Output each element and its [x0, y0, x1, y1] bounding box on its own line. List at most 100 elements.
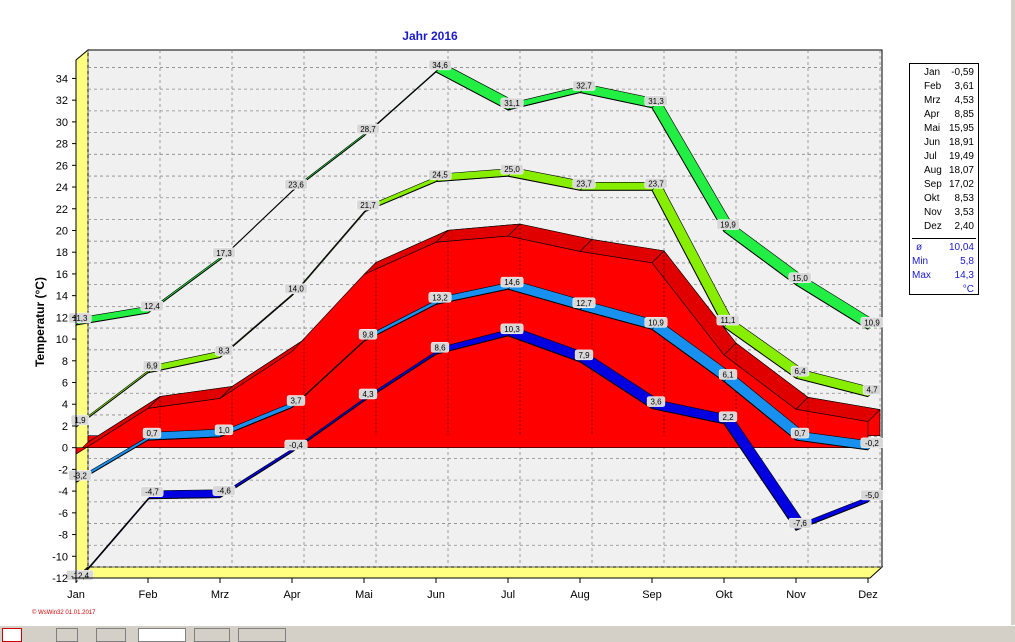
legend-month-value: 17,02	[948, 179, 974, 190]
data-label-box	[140, 300, 164, 312]
data-label-box	[572, 297, 596, 309]
data-label-box	[284, 283, 308, 294]
x-tick-label: Feb	[139, 589, 158, 601]
legend-month-label: Jan	[924, 67, 941, 78]
data-label: 8,6	[430, 342, 450, 353]
y-tick-label: 0	[62, 443, 68, 455]
data-label-text: 10,9	[648, 318, 664, 327]
legend-min-row: Min 5,8	[910, 255, 978, 269]
y-tick-label: 20	[56, 225, 68, 237]
y-tick-label: -2	[58, 464, 68, 476]
axes: -12-10-8-6-4-202468101214161820222426283…	[52, 60, 878, 601]
data-label-text: 0,7	[794, 429, 806, 438]
data-label-text: 4,7	[866, 386, 878, 395]
x-tick-label: Mrz	[211, 589, 229, 601]
data-label-text: 6,1	[722, 370, 734, 379]
legend-mean-row: ø 10,04	[910, 241, 978, 255]
data-label-box	[860, 437, 884, 449]
taskbar-weather-button[interactable]	[138, 628, 186, 642]
legend-month-value: 8,53	[954, 193, 974, 204]
data-labels: 11,3 12,4 17,3 23,6 28,7 34,6 31,1 32,7 31,3 19,9…	[66, 59, 884, 581]
data-label-text: 28,7	[360, 125, 376, 134]
legend-month-row: Jul 19,49	[910, 150, 978, 164]
taskbar-chart-button[interactable]	[238, 628, 286, 642]
data-label-text: 8,3	[218, 347, 230, 356]
data-label-text: -4,6	[217, 487, 231, 496]
data-label: 31,3	[644, 95, 668, 107]
legend-month-value: 19,49	[948, 151, 974, 162]
data-label-box	[430, 342, 450, 353]
legend-month-label: Mrz	[924, 95, 941, 106]
y-tick-label: 12	[56, 312, 68, 324]
taskbar-grid-button[interactable]	[56, 628, 78, 642]
data-label-text: -0,2	[865, 439, 879, 448]
data-label: -4,7	[140, 486, 164, 497]
data-label-text: 0,7	[146, 429, 158, 438]
y-tick-label: -6	[58, 508, 68, 520]
data-label: 15,0	[788, 272, 812, 284]
data-label-text: 23,6	[288, 180, 304, 189]
taskbar	[0, 625, 1015, 642]
legend-month-row: Nov 3,53	[910, 206, 978, 220]
legend-month-value: 15,95	[948, 123, 974, 134]
legend-divider	[912, 238, 976, 239]
series-line	[75, 175, 869, 428]
data-label: -0,4	[284, 439, 308, 451]
data-label: -5,0	[860, 489, 884, 501]
data-label: 34,6	[428, 59, 452, 71]
data-label-text: -3,2	[73, 471, 87, 480]
data-label-box	[788, 272, 812, 284]
x-tick-label: Dez	[858, 589, 878, 601]
data-label-text: 34,6	[432, 61, 448, 70]
legend-month-value: 18,91	[948, 137, 974, 148]
floor	[74, 566, 884, 579]
data-label-text: -7,6	[793, 519, 807, 528]
x-tick-label: Jan	[67, 589, 85, 601]
legend-unit: °C	[962, 284, 974, 295]
data-label: 6,4	[790, 365, 810, 377]
x-tick-label: Apr	[283, 589, 300, 601]
data-label: 6,9	[142, 360, 162, 371]
x-tick-label: Jul	[501, 589, 515, 601]
legend-month-label: Feb	[924, 81, 942, 92]
legend-month-row: Aug 18,07	[910, 164, 978, 178]
y-tick-label: 18	[56, 247, 68, 259]
data-label: -0,2	[860, 437, 884, 449]
legend-month-value: 18,07	[948, 165, 974, 176]
data-label-box	[284, 439, 308, 451]
data-label: 6,1	[718, 369, 738, 380]
monthly-mean-legend: Jan -0,59 Feb 3,61 Mrz 4,53 Apr 8,85 Mai 15,95 Jun…	[909, 63, 979, 295]
taskbar-app-icon[interactable]	[2, 628, 22, 642]
data-label: 13,2	[428, 292, 452, 303]
data-label-box	[644, 95, 668, 107]
y-tick-label: 14	[56, 291, 68, 303]
data-label: 10,9	[644, 317, 668, 328]
data-label-box	[142, 360, 162, 371]
legend-month-value: 8,85	[954, 109, 974, 120]
y-axis-label: Temperatur (°C)	[33, 277, 47, 367]
data-label: 17,3	[212, 247, 236, 259]
credit-text: © WsWin32 01.01.2017	[32, 609, 96, 616]
data-label-text: 8,6	[434, 343, 446, 352]
data-label-box	[68, 312, 92, 324]
data-label-text: 2,2	[722, 413, 734, 422]
data-label-box	[140, 486, 164, 497]
series-band-1	[75, 167, 877, 428]
taskbar-settings-button[interactable]	[96, 628, 126, 642]
taskbar-table-button[interactable]	[194, 628, 230, 642]
data-label: 23,6	[284, 179, 308, 190]
legend-month-value: -0,59	[951, 67, 974, 78]
data-label-text: 6,4	[794, 367, 806, 376]
data-label-box	[788, 517, 812, 529]
data-label-text: 1,9	[74, 416, 86, 425]
legend-month-row: Mrz 4,53	[910, 94, 978, 108]
data-label-box	[428, 292, 452, 303]
y-tick-label: -8	[58, 530, 68, 542]
data-label-box	[500, 276, 524, 288]
legend-min-label: Min	[912, 256, 929, 267]
x-tick-label: Jun	[427, 589, 445, 601]
data-label: 1,0	[214, 424, 234, 436]
y-tick-label: -10	[52, 551, 68, 563]
chart-title: Jahr 2016	[402, 29, 458, 43]
data-label: 2,2	[718, 411, 738, 423]
